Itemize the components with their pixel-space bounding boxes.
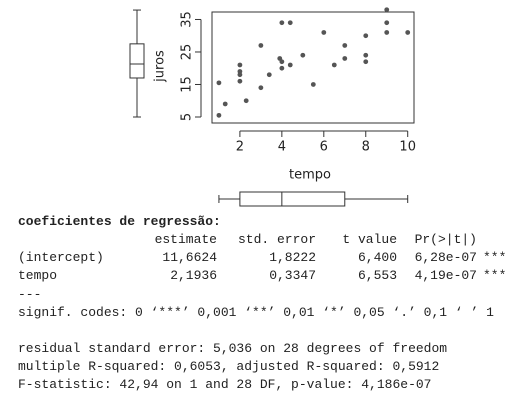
point	[222, 101, 228, 107]
y-tick-label: 5	[180, 113, 195, 121]
y-tick-label: 35	[180, 11, 195, 28]
x-tick-label: 10	[399, 140, 416, 155]
point	[363, 33, 369, 39]
column-header: std. error	[237, 232, 316, 247]
box	[239, 191, 346, 207]
point	[384, 20, 390, 26]
point	[216, 80, 222, 86]
point	[405, 30, 411, 35]
point	[384, 7, 390, 13]
cell: 6,28e-07	[414, 250, 477, 265]
cell: 6,400	[357, 250, 397, 265]
point	[216, 112, 222, 118]
cell: 2,1936	[170, 268, 217, 283]
x-tick-label: 4	[278, 140, 286, 155]
point	[258, 43, 264, 48]
point	[300, 52, 306, 58]
point	[279, 65, 285, 71]
point	[321, 30, 327, 35]
summary-line: residual standard error: 5,036 on 28 deg…	[18, 341, 448, 356]
row-label: (intercept)	[18, 250, 104, 265]
y-tick-label: 25	[180, 44, 195, 61]
signif-stars: ***	[483, 268, 507, 283]
row-label: tempo	[18, 268, 58, 283]
column-header: t value	[342, 232, 397, 247]
summary-line: F-statistic: 42,94 on 1 and 28 DF, p-val…	[18, 377, 432, 392]
x-axis-label: tempo	[289, 168, 331, 183]
output-heading: coeficientes de regressão:	[18, 214, 221, 229]
signif-stars: ***	[483, 250, 507, 265]
point	[279, 59, 285, 65]
separator: ---	[18, 287, 42, 302]
point	[342, 56, 348, 61]
summary-line: multiple R-squared: 0,6053, adjusted R-s…	[18, 359, 440, 374]
point	[363, 52, 369, 58]
point	[258, 85, 264, 91]
box	[129, 43, 145, 79]
point	[342, 43, 348, 48]
cell: 0,3347	[269, 268, 316, 283]
cell: 4,19e-07	[414, 268, 477, 283]
point	[331, 62, 337, 68]
cell: 11,6624	[162, 250, 217, 265]
column-header: estimate	[154, 232, 217, 247]
column-header: Pr(>|t|)	[414, 232, 477, 247]
signif-codes: signif. codes: 0 ‘***’ 0,001 ‘**’ 0,01 ‘…	[18, 305, 494, 320]
point	[237, 62, 243, 68]
chart: tempo juros 2 4 6 8 10 5 15 25 35	[129, 7, 416, 207]
point	[279, 20, 285, 26]
y-axis-label: juros	[153, 50, 168, 83]
point	[384, 30, 390, 35]
x-tick-label: 8	[362, 140, 370, 155]
point	[237, 78, 243, 84]
point	[243, 98, 249, 104]
y-tick-label: 15	[180, 76, 195, 93]
x-tick-label: 6	[320, 140, 328, 155]
plot-frame	[211, 11, 415, 124]
point	[237, 69, 243, 74]
point	[287, 20, 293, 26]
x-tick-label: 2	[236, 140, 244, 155]
cell: 1,8222	[269, 250, 316, 265]
cell: 6,553	[357, 268, 397, 283]
point	[363, 59, 369, 65]
point	[310, 82, 316, 87]
point	[266, 72, 272, 78]
point	[287, 62, 293, 68]
